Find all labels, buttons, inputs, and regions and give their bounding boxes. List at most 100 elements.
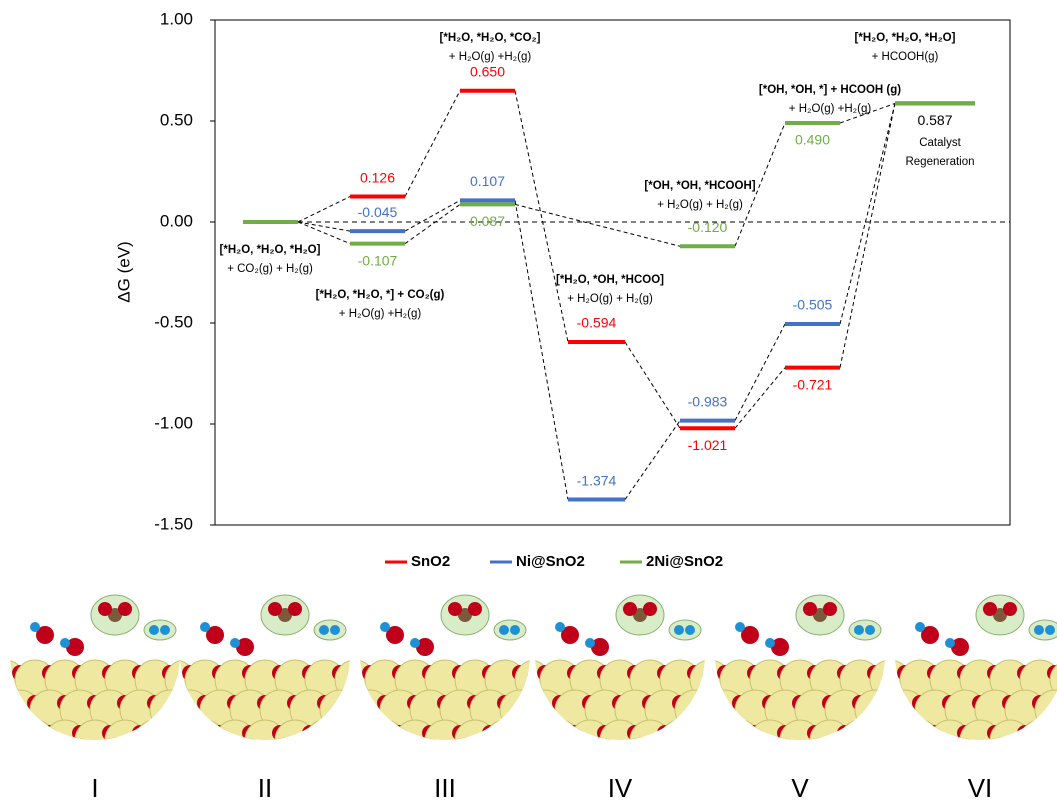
sn-atom [674,689,705,731]
y-tick-label: 1.00 [160,9,193,28]
y-tick-label: 0.00 [160,211,193,230]
legend-label: SnO2 [411,553,450,570]
value-label: -0.107 [358,252,398,268]
value-label: -0.045 [358,204,398,220]
annotation: + HCOOH(g) [872,51,939,63]
h-atom [865,625,875,635]
sn-atom [895,719,911,740]
o-atom [302,725,318,740]
o-atom [482,725,498,740]
sn-atom [839,719,881,740]
structure-label: V [791,773,809,803]
annotation: + H₂O(g) +H₂(g) [449,51,532,63]
h-atom [510,625,520,635]
y-tick-label: -1.50 [154,514,193,533]
o-atom [236,638,254,656]
o-atom [561,626,579,644]
connector [297,221,351,245]
connector [734,323,786,421]
y-tick-label: -0.50 [154,312,193,331]
o-atom [702,695,705,711]
structure [180,594,350,740]
sn-atom [659,719,701,740]
h-atom [555,622,565,632]
sn-atom [360,719,376,740]
h-atom [380,622,390,632]
h-atom [160,625,170,635]
value-label: -1.021 [688,437,728,453]
h-atom [319,625,329,635]
sn-atom [149,689,180,731]
h-atom [200,622,210,632]
o-atom [66,638,84,656]
o-atom [897,725,913,741]
sn-atom [1049,659,1057,701]
h-atom [30,622,40,632]
o-atom [118,602,132,616]
structure [535,594,705,740]
o-atom [687,725,703,740]
sn-atom [514,719,530,740]
value-label: 0.490 [795,132,830,148]
structure-label: VI [968,773,993,803]
connector [839,103,896,325]
o-atom [771,638,789,656]
o-atom [512,725,528,740]
h-atom [735,622,745,632]
o-atom [448,602,462,616]
o-atom [192,725,208,741]
o-atom [98,602,112,616]
annotation: + H₂O(g) +H₂(g) [789,103,872,115]
o-atom [386,626,404,644]
connector [297,196,351,223]
o-atom [591,638,609,656]
annotation: [*H₂O, *H₂O, *CO₂] [440,32,541,44]
sn-atom [535,719,551,740]
o-atom [643,602,657,616]
value-label: -0.594 [577,315,617,331]
value-label: 0.650 [470,63,505,79]
sn-atom [854,689,885,731]
plot-frame [214,19,1011,526]
value-label: 0.126 [360,169,395,185]
sn-atom [715,719,731,740]
o-atom [657,725,673,740]
connector [404,90,461,197]
sn-atom [304,719,346,740]
value-label: -0.721 [793,376,833,392]
o-atom [132,725,148,740]
o-atom [162,725,178,740]
o-atom [206,626,224,644]
o-atom [921,626,939,644]
value-label: 0.587 [917,112,952,128]
o-atom [36,626,54,644]
value-label: -0.505 [793,297,833,313]
sn-atom [499,689,530,731]
sn-atom [134,719,176,740]
connector [514,200,569,500]
connector [839,103,896,368]
y-tick-label: -1.00 [154,413,193,432]
annotation: + CO₂(g) + H₂(g) [227,263,313,275]
o-atom [362,725,378,740]
annotation: [*H₂O, *OH, *HCOO] [556,274,664,286]
surface [895,659,1057,740]
structure [715,594,913,741]
connector [297,221,351,232]
o-atom [741,626,759,644]
h-atom [915,622,925,632]
annotation: [*H₂O, *H₂O, *H₂O] [220,244,321,256]
sn-atom [1019,719,1057,740]
sn-atom [319,689,350,731]
o-atom [951,638,969,656]
o-atom [268,602,282,616]
h-atom [585,638,595,648]
value-label: -0.983 [688,393,728,409]
annotation: Regeneration [905,156,974,168]
o-atom [12,725,28,740]
o-atom [527,695,530,711]
sn-atom [1049,719,1057,740]
o-atom [347,695,350,711]
o-atom [803,602,817,616]
